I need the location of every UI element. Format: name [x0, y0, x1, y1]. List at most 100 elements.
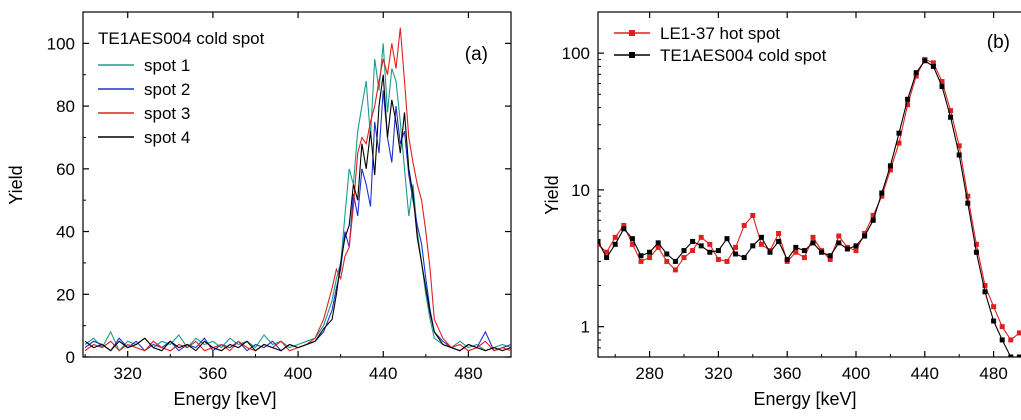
legend-marker	[629, 52, 635, 58]
data-point	[836, 240, 841, 245]
data-point	[983, 289, 988, 294]
panel-b-xlabel: Energy [keV]	[753, 389, 856, 409]
data-point	[845, 246, 850, 251]
data-point	[682, 255, 687, 260]
data-point	[682, 248, 687, 253]
panel-b-label: (b)	[987, 32, 1010, 53]
data-point	[836, 234, 841, 239]
data-point	[768, 250, 773, 255]
data-point	[733, 245, 738, 250]
panel-b-xtick-label: 360	[773, 364, 801, 383]
data-point	[742, 223, 747, 228]
data-point	[811, 240, 816, 245]
panel-a-series	[85, 28, 511, 351]
data-point	[759, 242, 764, 247]
data-point	[699, 243, 704, 248]
data-point	[664, 259, 669, 264]
data-point	[991, 304, 996, 309]
data-point	[664, 251, 669, 256]
data-point	[673, 259, 678, 264]
data-point	[905, 97, 910, 102]
legend-label: spot 1	[144, 56, 190, 75]
data-point	[613, 242, 618, 247]
series-line-spot-3	[85, 28, 511, 351]
data-point	[733, 251, 738, 256]
data-point	[630, 236, 635, 241]
panel-a-xtick-label: 320	[114, 364, 142, 383]
data-point	[879, 190, 884, 195]
data-point	[828, 253, 833, 258]
data-point	[862, 234, 867, 239]
data-point	[690, 248, 695, 253]
panel-a-xtick-label: 440	[369, 364, 397, 383]
data-point	[948, 115, 953, 120]
data-point	[639, 253, 644, 258]
panel-a-xtick-label: 360	[199, 364, 227, 383]
data-point	[1000, 324, 1005, 329]
data-point	[802, 248, 807, 253]
data-point	[759, 235, 764, 240]
legend-label: spot 3	[144, 104, 190, 123]
data-point	[750, 213, 755, 218]
data-point	[897, 131, 902, 136]
panel-a-ytick-label: 80	[56, 97, 75, 116]
data-point	[699, 235, 704, 240]
panel-b-xtick-label: 440	[911, 364, 939, 383]
data-point	[776, 231, 781, 236]
data-point	[1008, 337, 1013, 342]
panel-b-series	[596, 57, 1021, 360]
data-point	[1008, 355, 1013, 360]
data-point	[656, 240, 661, 245]
legend-label: spot 4	[144, 128, 190, 147]
data-point	[1000, 337, 1005, 342]
data-point	[725, 259, 730, 264]
legend-marker	[629, 30, 635, 36]
panel-a-ytick-label: 60	[56, 160, 75, 179]
panel-b-xtick-label: 480	[979, 364, 1007, 383]
panel-a-ylabel: Yield	[6, 165, 26, 204]
data-point	[716, 248, 721, 253]
panel-a-legend-title: TE1AES004 cold spot	[98, 29, 265, 48]
data-point	[854, 248, 859, 253]
data-point	[811, 235, 816, 240]
data-point	[707, 242, 712, 247]
panel-a-legend: TE1AES004 cold spot spot 1 spot 2 spot 3 sp…	[98, 29, 265, 147]
data-point	[1017, 355, 1021, 360]
panel-b-ytick-label: 1	[581, 318, 590, 337]
data-point	[965, 201, 970, 206]
data-point	[604, 255, 609, 260]
data-point	[596, 239, 601, 244]
panel-b-ytick-label: 10	[571, 181, 590, 200]
data-point	[673, 267, 678, 272]
data-point	[871, 218, 876, 223]
series-line-te1aes004-cold-spot	[598, 61, 1021, 357]
legend-label: TE1AES004 cold spot	[660, 46, 827, 65]
series-line-le1-37-hot-spot	[598, 59, 1021, 340]
data-point	[957, 153, 962, 158]
panel-a-ytick-label: 20	[56, 285, 75, 304]
data-point	[1017, 330, 1021, 335]
data-point	[914, 70, 919, 75]
panel-b-ytick-label: 100	[562, 44, 590, 63]
panel-b-xtick-label: 320	[704, 364, 732, 383]
data-point	[931, 64, 936, 69]
panel-a-ytick-label: 0	[66, 348, 75, 367]
data-point	[707, 250, 712, 255]
legend-label: LE1-37 hot spot	[660, 24, 780, 43]
data-point	[785, 257, 790, 262]
data-point	[716, 257, 721, 262]
panel-a-xtick-label: 480	[454, 364, 482, 383]
panel-a-label: (a)	[465, 44, 488, 65]
data-point	[725, 236, 730, 241]
data-point	[974, 250, 979, 255]
data-point	[776, 239, 781, 244]
data-point	[613, 235, 618, 240]
data-point	[793, 245, 798, 250]
data-point	[621, 226, 626, 231]
legend-label: spot 2	[144, 80, 190, 99]
